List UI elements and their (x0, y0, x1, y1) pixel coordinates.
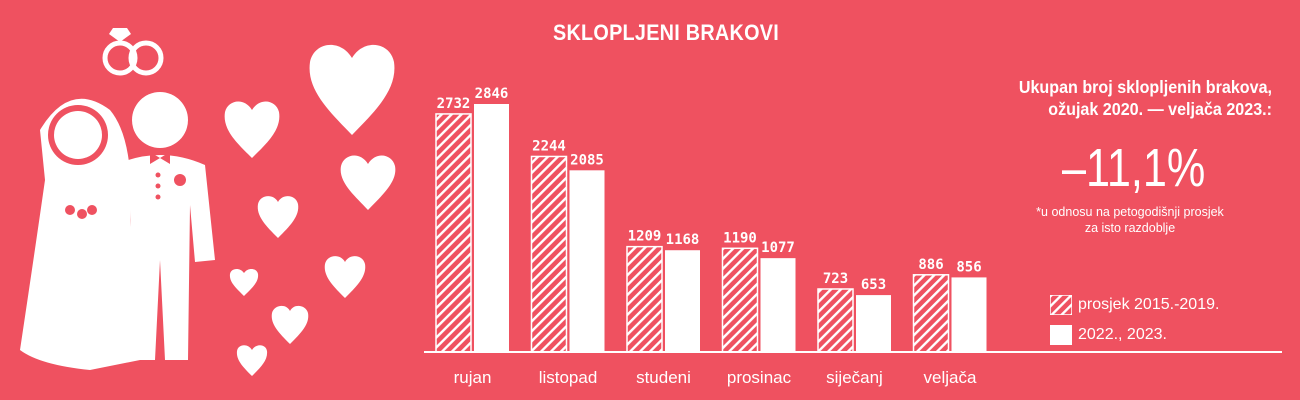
summary-heading-line1: Ukupan broj sklopljenih brakova, (1018, 77, 1272, 97)
legend: prosjek 2015.-2019. 2022., 2023. (1050, 292, 1219, 352)
data-label-average-1: 2244 (532, 138, 566, 154)
summary-note-line1: *u odnosu na petogodišnji prosjek (1036, 205, 1224, 219)
heart-icon (257, 196, 299, 238)
data-label-average-0: 2732 (437, 96, 471, 112)
x-tick-label-0: rujan (454, 368, 492, 387)
bar-average-3 (721, 247, 759, 353)
data-label-current-0: 2846 (475, 86, 509, 102)
data-label-average-2: 1209 (628, 229, 662, 245)
legend-item-average: prosjek 2015.-2019. (1050, 292, 1219, 318)
chart-title: SKLOPLJENI BRAKOVI (553, 20, 779, 45)
summary-heading: Ukupan broj sklopljenih brakova, ožujak … (985, 76, 1272, 120)
data-label-average-3: 1190 (723, 230, 757, 246)
legend-label-average: prosjek 2015.-2019. (1078, 296, 1220, 313)
heart-icon (309, 44, 395, 135)
heart-icon (236, 345, 268, 376)
summary-block: Ukupan broj sklopljenih brakova, ožujak … (960, 76, 1272, 120)
heart-icon (324, 256, 366, 298)
heart-icon (229, 268, 259, 296)
legend-item-current: 2022., 2023. (1050, 322, 1219, 348)
legend-label-current: 2022., 2023. (1078, 326, 1167, 343)
legend-swatch-hatched (1050, 295, 1072, 315)
wedding-illustration (20, 28, 396, 376)
x-tick-label-5: veljača (924, 368, 977, 387)
x-tick-label-4: siječanj (826, 368, 883, 387)
bar-average-0 (435, 113, 472, 353)
data-label-current-1: 2085 (570, 152, 604, 168)
bar-average-2 (626, 245, 663, 353)
bar-current-0 (474, 104, 509, 352)
data-label-current-4: 653 (861, 277, 886, 293)
bar-current-1 (569, 170, 605, 352)
bar-average-5 (912, 274, 950, 353)
bar-average-4 (817, 288, 854, 353)
bar-current-2 (665, 250, 700, 352)
x-tick-label-3: prosinac (727, 368, 792, 387)
heart-icon (271, 305, 309, 344)
bride-icon (20, 98, 140, 370)
change-percent: –11,1% (1062, 138, 1206, 198)
data-label-average-4: 723 (823, 271, 848, 287)
data-label-current-2: 1168 (666, 232, 700, 248)
summary-note: *u odnosu na petogodišnji prosjek za ist… (1000, 204, 1260, 236)
bar-current-5 (951, 277, 987, 352)
summary-heading-line2: ožujak 2020. — veljača 2023.: (1048, 99, 1272, 119)
legend-swatch-solid (1050, 325, 1072, 345)
data-label-current-3: 1077 (761, 240, 795, 256)
heart-icon (340, 155, 396, 210)
heart-icon (224, 101, 280, 158)
groom-icon (105, 92, 215, 360)
bar-current-3 (760, 258, 796, 352)
data-label-average-5: 886 (918, 257, 943, 273)
bar-current-4 (856, 295, 891, 352)
x-tick-label-2: studeni (636, 368, 691, 387)
data-label-current-5: 856 (956, 259, 981, 275)
rings-icon (102, 28, 164, 76)
summary-note-line2: za isto razdoblje (1084, 221, 1176, 235)
bar-average-1 (530, 155, 568, 353)
x-tick-label-1: listopad (539, 368, 598, 387)
